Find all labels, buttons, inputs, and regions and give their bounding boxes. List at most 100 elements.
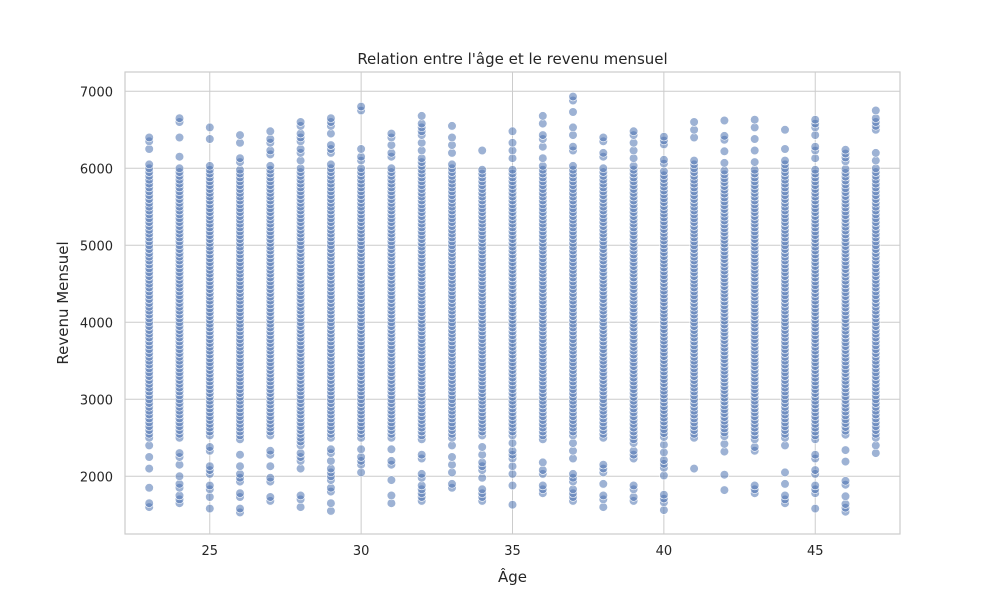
data-point <box>840 457 851 467</box>
chart-title: Relation entre l'âge et le revenu mensue… <box>357 50 667 68</box>
data-point <box>174 460 185 470</box>
y-tick-label: 3000 <box>80 393 113 408</box>
data-point <box>326 140 336 150</box>
data-point <box>871 105 881 116</box>
data-point <box>780 156 790 166</box>
data-point <box>477 473 487 483</box>
data-point <box>598 502 608 512</box>
data-point <box>144 132 154 143</box>
data-point <box>568 91 578 102</box>
data-point <box>265 461 275 471</box>
data-point <box>750 442 760 452</box>
data-point <box>386 498 397 508</box>
data-point <box>447 159 457 169</box>
data-point <box>719 470 730 480</box>
data-point <box>235 504 245 514</box>
data-point <box>296 129 306 139</box>
data-point <box>568 453 578 464</box>
data-point <box>477 145 487 156</box>
data-point <box>810 504 820 514</box>
data-point <box>628 126 639 136</box>
data-point <box>810 450 820 460</box>
data-point <box>144 483 154 493</box>
data-point <box>507 145 518 156</box>
data-point <box>296 448 306 458</box>
data-point <box>659 490 669 500</box>
data-point <box>659 447 669 458</box>
data-point <box>810 465 820 475</box>
data-point <box>447 121 457 131</box>
data-point <box>235 461 245 471</box>
data-point <box>659 455 669 465</box>
data-point <box>719 115 730 126</box>
data-point <box>871 113 881 123</box>
data-point <box>235 138 245 148</box>
data-point <box>205 461 215 471</box>
data-point <box>538 153 548 163</box>
data-point <box>750 115 760 125</box>
data-point <box>326 498 336 508</box>
y-tick-label: 4000 <box>80 316 113 331</box>
data-point <box>507 153 518 163</box>
data-point <box>507 500 518 510</box>
plot-frame <box>124 71 901 535</box>
data-point <box>689 464 699 474</box>
data-point <box>810 142 820 152</box>
data-point <box>538 457 548 468</box>
data-point <box>598 460 608 470</box>
data-point <box>144 498 154 508</box>
data-point <box>719 131 730 141</box>
data-point <box>840 499 851 509</box>
data-point <box>296 144 306 154</box>
data-point <box>205 492 215 502</box>
x-tick-label: 45 <box>807 544 824 559</box>
data-point <box>417 153 427 163</box>
data-point <box>174 113 185 123</box>
data-point <box>447 148 457 158</box>
data-point <box>750 122 760 132</box>
data-point <box>628 161 639 171</box>
data-point <box>386 475 397 485</box>
data-point <box>538 130 548 140</box>
data-point <box>689 125 699 135</box>
data-point <box>235 153 245 163</box>
data-point <box>417 450 427 460</box>
data-point <box>507 469 518 479</box>
data-point <box>326 113 336 123</box>
data-point <box>477 442 487 452</box>
x-tick-label: 35 <box>504 544 521 559</box>
data-point <box>507 461 518 471</box>
data-point <box>568 107 578 117</box>
data-point <box>719 485 730 495</box>
data-point <box>447 460 457 470</box>
data-point <box>659 470 669 481</box>
data-point <box>326 129 336 139</box>
data-point <box>598 163 608 173</box>
y-tick-label: 7000 <box>80 85 113 100</box>
data-point <box>144 464 154 474</box>
data-point <box>386 163 397 173</box>
data-point <box>356 444 366 454</box>
data-point <box>265 161 275 171</box>
data-point <box>174 471 185 481</box>
data-point <box>326 444 336 454</box>
data-point <box>205 134 215 144</box>
data-point <box>750 480 760 491</box>
data-point <box>326 464 336 474</box>
data-point <box>386 456 397 466</box>
data-point <box>840 491 851 501</box>
data-point <box>326 159 336 169</box>
data-point <box>719 166 730 176</box>
data-point <box>780 125 790 135</box>
data-point <box>265 145 275 156</box>
data-point <box>507 480 518 491</box>
data-point <box>538 118 548 129</box>
data-point <box>205 122 215 132</box>
data-point <box>265 126 275 136</box>
x-tick-label: 30 <box>353 544 370 559</box>
data-point <box>265 446 275 456</box>
data-point <box>205 161 215 171</box>
data-point <box>386 148 397 158</box>
data-point <box>568 469 578 479</box>
